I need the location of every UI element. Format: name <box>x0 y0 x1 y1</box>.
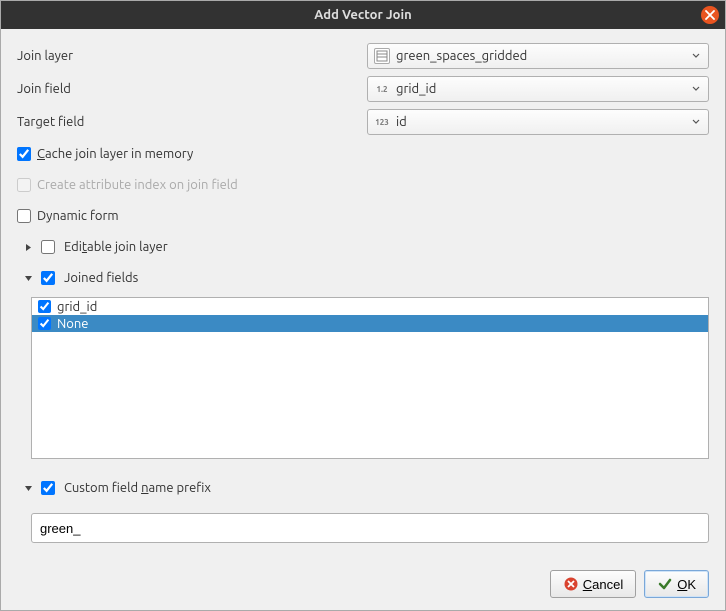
fieldlist-item-label: grid_id <box>57 300 97 314</box>
chevron-down-icon <box>692 49 702 63</box>
layer-icon <box>374 48 390 64</box>
combo-join-layer[interactable]: green_spaces_gridded <box>367 43 709 69</box>
cancel-button[interactable]: Cancel <box>550 570 636 598</box>
dialog-content: Join layer green_spaces_gridded Join fie… <box>1 29 725 610</box>
row-editable: Editable join layer <box>17 235 709 259</box>
row-target-field: Target field 123 id <box>17 109 709 135</box>
ok-icon <box>657 576 673 592</box>
chevron-down-icon <box>692 82 702 96</box>
checkbox-editable[interactable] <box>41 240 55 254</box>
combo-join-field-value: grid_id <box>396 82 686 96</box>
fieldlist-item-checkbox[interactable] <box>38 317 51 330</box>
prefix-input[interactable] <box>31 513 709 543</box>
float-type-icon: 1.2 <box>374 81 390 97</box>
fieldlist-item[interactable]: None <box>32 315 708 332</box>
combo-join-layer-value: green_spaces_gridded <box>396 49 686 63</box>
combo-target-field[interactable]: 123 id <box>367 109 709 135</box>
fieldlist[interactable]: grid_id None <box>31 297 709 459</box>
expander-joined-fields[interactable] <box>21 274 35 283</box>
button-row: Cancel OK <box>17 562 709 598</box>
ok-label: OK <box>677 577 696 592</box>
cancel-label: Cancel <box>583 577 623 592</box>
row-join-field: Join field 1.2 grid_id <box>17 76 709 102</box>
fieldlist-item[interactable]: grid_id <box>32 298 708 315</box>
dialog-window: Add Vector Join Join layer green_spaces_… <box>0 0 726 611</box>
checkbox-dynamic-form[interactable] <box>17 209 31 223</box>
label-target-field: Target field <box>17 115 367 129</box>
checkbox-joined-fields[interactable] <box>41 271 55 285</box>
chevron-down-icon <box>692 115 702 129</box>
label-join-layer: Join layer <box>17 49 367 63</box>
check-dynamic-form[interactable]: Dynamic form <box>17 204 709 228</box>
dialog-title: Add Vector Join <box>1 8 725 22</box>
titlebar: Add Vector Join <box>1 1 725 29</box>
combo-target-field-value: id <box>396 115 686 129</box>
check-create-index: Create attribute index on join field <box>17 173 709 197</box>
expander-editable[interactable] <box>21 243 35 252</box>
check-cache[interactable]: Cache join layer in memory <box>17 142 709 166</box>
expander-custom-prefix[interactable] <box>21 484 35 493</box>
label-cache: Cache join layer in memory <box>37 147 193 161</box>
fieldlist-item-checkbox[interactable] <box>38 300 51 313</box>
combo-join-field[interactable]: 1.2 grid_id <box>367 76 709 102</box>
label-create-index: Create attribute index on join field <box>37 178 238 192</box>
label-dynamic-form: Dynamic form <box>37 209 119 223</box>
int-type-icon: 123 <box>374 114 390 130</box>
close-icon[interactable] <box>701 6 719 24</box>
checkbox-custom-prefix[interactable] <box>41 481 55 495</box>
label-editable: Editable join layer <box>61 240 168 254</box>
checkbox-cache[interactable] <box>17 147 31 161</box>
checkbox-create-index <box>17 178 31 192</box>
cancel-icon <box>563 576 579 592</box>
row-custom-prefix: Custom field name prefix <box>17 476 709 500</box>
prefix-input-wrap <box>31 513 709 543</box>
label-join-field: Join field <box>17 82 367 96</box>
row-join-layer: Join layer green_spaces_gridded <box>17 43 709 69</box>
spacer <box>17 550 709 555</box>
row-joined-fields: Joined fields <box>17 266 709 290</box>
ok-button[interactable]: OK <box>644 570 709 598</box>
fieldlist-item-label: None <box>57 317 89 331</box>
label-custom-prefix: Custom field name prefix <box>61 481 211 495</box>
label-joined-fields: Joined fields <box>61 271 138 285</box>
